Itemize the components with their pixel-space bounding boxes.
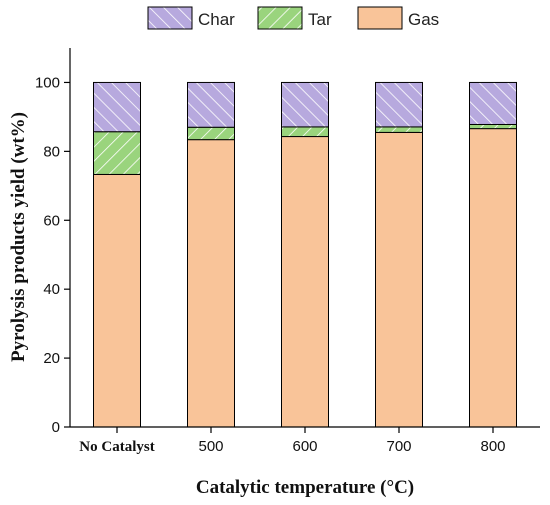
bar-char-700: [375, 81, 423, 128]
bar-gas-800: [469, 128, 517, 428]
y-tick-label: 0: [52, 419, 60, 436]
legend-label-gas: Gas: [408, 10, 439, 29]
x-tick-label: 700: [386, 438, 411, 455]
bar-gas-500: [187, 139, 235, 428]
bar-tar-700: [375, 126, 423, 133]
legend-swatch-char: [147, 6, 193, 30]
x-tick-label: No Catalyst: [79, 439, 154, 455]
y-axis-title: Pyrolysis products yield (wt%): [8, 112, 29, 362]
y-tick-label: 20: [43, 350, 60, 367]
y-tick-label: 100: [35, 74, 60, 91]
x-ticks: No Catalyst 500 600 700 800: [79, 427, 506, 455]
y-tick-label: 60: [43, 212, 60, 229]
legend: Char Tar Gas: [147, 6, 439, 30]
bar-char-800: [469, 81, 517, 125]
bar-gas-no-catalyst: [93, 173, 141, 428]
bar-char-600: [281, 81, 329, 128]
bar-gas-700: [375, 131, 423, 428]
legend-swatch-tar: [257, 6, 303, 30]
bar-gas-600: [281, 136, 329, 428]
y-ticks: 0 20 40 60 80 100: [35, 74, 70, 436]
legend-label-tar: Tar: [308, 10, 332, 29]
y-tick-label: 40: [43, 281, 60, 298]
x-axis-title: Catalytic temperature (°C): [196, 477, 414, 498]
bar-tar-800: [469, 123, 517, 130]
legend-label-char: Char: [198, 10, 235, 29]
x-tick-label: 800: [480, 438, 505, 455]
bar-tar-600: [281, 126, 329, 138]
y-tick-label: 80: [43, 143, 60, 160]
bar-tar-500: [187, 126, 235, 141]
x-tick-label: 500: [198, 438, 223, 455]
legend-swatch-gas: [357, 6, 403, 30]
bar-char-500: [187, 81, 235, 128]
bars: [93, 81, 517, 428]
bar-char-no-catalyst: [93, 81, 141, 133]
bar-tar-no-catalyst: [93, 131, 141, 175]
x-tick-label: 600: [292, 438, 317, 455]
